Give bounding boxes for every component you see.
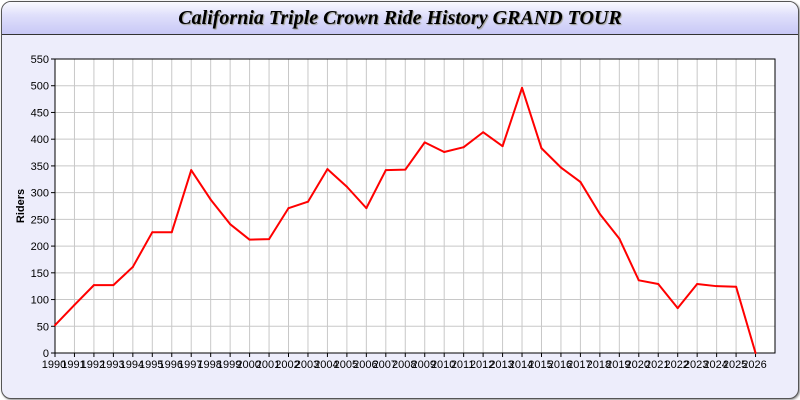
y-tick-label: 50 (37, 321, 49, 333)
y-axis-label: Riders (15, 189, 27, 223)
data-point (73, 303, 76, 306)
data-point (579, 180, 582, 183)
x-tick-label: 2018 (587, 359, 611, 371)
y-tick-label: 200 (31, 241, 49, 253)
x-tick-label: 2026 (742, 359, 766, 371)
data-point (326, 168, 329, 171)
x-tick-label: 2011 (451, 359, 475, 371)
title-bar: California Triple Crown Ride History GRA… (2, 2, 798, 35)
grid (55, 58, 775, 353)
data-point (443, 151, 446, 154)
x-tick-label: 1999 (217, 359, 241, 371)
x-tick-label: 1992 (81, 359, 105, 371)
x-tick-label: 1994 (120, 359, 144, 371)
y-tick-label: 550 (31, 54, 49, 66)
y-tick-label: 400 (31, 134, 49, 146)
data-point (131, 265, 134, 268)
data-point (754, 352, 757, 354)
data-point (54, 324, 56, 327)
x-tick-label: 2004 (314, 359, 338, 371)
x-tick-label: 2022 (664, 359, 688, 371)
data-point (637, 279, 640, 282)
x-tick-label: 1990 (42, 359, 66, 371)
data-point (248, 238, 251, 241)
data-point (112, 284, 115, 287)
x-tick-label: 2002 (275, 359, 299, 371)
x-tick-label: 2021 (645, 359, 669, 371)
data-point (92, 284, 95, 287)
x-tick-label: 2020 (626, 359, 650, 371)
data-point (598, 213, 601, 216)
data-point (676, 307, 679, 310)
x-tick-label: 2016 (548, 359, 572, 371)
data-point (209, 198, 212, 201)
series (54, 86, 757, 354)
y-tick-label: 150 (31, 268, 49, 280)
y-tick-label: 500 (31, 81, 49, 93)
x-tick-label: 2008 (392, 359, 416, 371)
data-point (559, 166, 562, 169)
x-tick-label: 2000 (236, 359, 260, 371)
data-point (306, 200, 309, 203)
y-tick-label: 250 (31, 214, 49, 226)
data-point (715, 285, 718, 288)
x-tick-label: 2023 (684, 359, 708, 371)
x-tick-label: 1998 (197, 359, 221, 371)
chart-title: California Triple Crown Ride History GRA… (178, 7, 622, 29)
data-point (521, 86, 524, 89)
data-point (268, 238, 271, 241)
x-tick-label: 1995 (139, 359, 163, 371)
x-tick-label: 2006 (353, 359, 377, 371)
data-point (151, 231, 154, 234)
plot-area (55, 59, 775, 353)
x-tick-label: 1997 (178, 359, 202, 371)
x-tick-label: 2010 (431, 359, 455, 371)
data-point (365, 207, 368, 210)
x-tick-label: 2001 (256, 359, 280, 371)
x-tick-label: 2007 (373, 359, 397, 371)
x-tick-label: 2025 (723, 359, 747, 371)
x-tick-label: 2017 (567, 359, 591, 371)
x-tick-label: 1996 (159, 359, 183, 371)
y-tick-label: 300 (31, 188, 49, 200)
y-tick-label: 0 (43, 348, 49, 360)
axes: 0501001502002503003504004505005501990199… (31, 54, 776, 371)
data-point (423, 141, 426, 144)
y-tick-label: 450 (31, 107, 49, 119)
data-point (384, 169, 387, 172)
data-point (618, 237, 621, 240)
data-point (229, 223, 232, 226)
data-point (501, 145, 504, 148)
x-tick-label: 2014 (509, 359, 533, 371)
x-tick-label: 1991 (61, 359, 85, 371)
data-point (540, 147, 543, 150)
x-tick-label: 2019 (606, 359, 630, 371)
data-point (462, 146, 465, 149)
x-tick-label: 2012 (470, 359, 494, 371)
data-point (482, 131, 485, 134)
data-point (404, 168, 407, 171)
x-tick-label: 1993 (100, 359, 124, 371)
data-point (696, 283, 699, 286)
y-tick-label: 100 (31, 295, 49, 307)
x-tick-label: 2005 (334, 359, 358, 371)
x-tick-label: 2024 (703, 359, 727, 371)
data-point (345, 185, 348, 188)
data-point (190, 169, 193, 172)
plot-border (54, 58, 776, 354)
x-tick-label: 2003 (295, 359, 319, 371)
x-tick-label: 2013 (489, 359, 513, 371)
data-point (657, 283, 660, 286)
x-tick-label: 2009 (411, 359, 435, 371)
data-point (170, 231, 173, 234)
data-point (735, 285, 738, 288)
x-tick-label: 2015 (528, 359, 552, 371)
y-tick-label: 350 (31, 161, 49, 173)
data-point (287, 207, 290, 210)
